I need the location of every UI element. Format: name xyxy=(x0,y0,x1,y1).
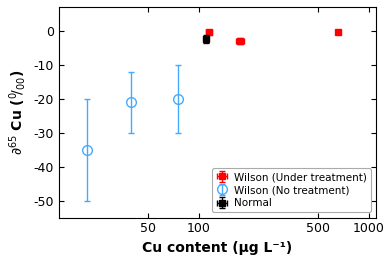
Legend: Wilson (Under treatment), Wilson (No treatment), Normal: Wilson (Under treatment), Wilson (No tre… xyxy=(212,168,371,212)
X-axis label: Cu content (μg L⁻¹): Cu content (μg L⁻¹) xyxy=(142,241,292,255)
Y-axis label: $\partial^{65}$ Cu ($^0\!/_{00}$): $\partial^{65}$ Cu ($^0\!/_{00}$) xyxy=(7,70,28,155)
